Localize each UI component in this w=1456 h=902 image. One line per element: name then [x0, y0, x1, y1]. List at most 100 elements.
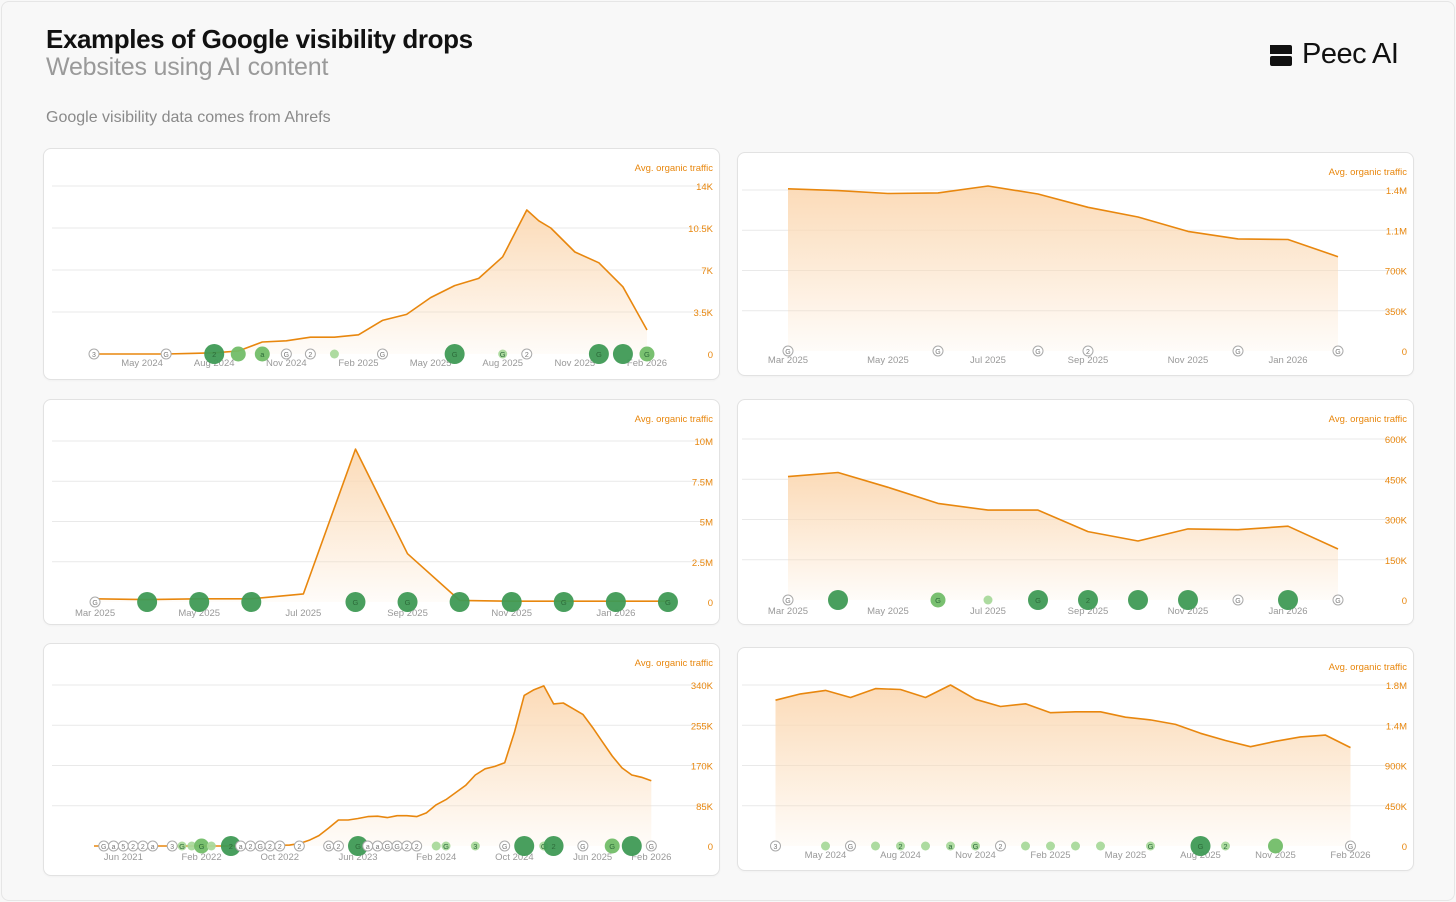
x-tick-label: Nov 2025: [1168, 355, 1209, 366]
update-badge-label: a: [366, 844, 370, 851]
y-tick-label: 0: [1402, 596, 1407, 607]
update-badge: [411, 840, 423, 852]
chart-card-1: 0 3.5K 7K 10.5K 14K Avg. organic traffic May 2…: [43, 148, 720, 380]
x-tick-label: Jul 2025: [285, 608, 321, 619]
update-bubble: [230, 346, 246, 362]
update-bubble: [177, 841, 187, 851]
update-badge: [332, 840, 344, 852]
update-badge: [293, 840, 305, 852]
update-badge-label: G: [1335, 598, 1340, 605]
update-badge-label: G: [380, 352, 385, 359]
update-badge: [1032, 345, 1044, 357]
update-bubble: [553, 592, 574, 612]
update-bubble: [612, 344, 633, 364]
update-bubble-label: G: [665, 598, 671, 607]
update-badge: [160, 348, 172, 360]
y-tick-label: 0: [1402, 347, 1407, 358]
update-bubble: [189, 592, 210, 612]
update-badge: [377, 348, 389, 360]
update-bubble: [345, 592, 366, 612]
update-bubble: [449, 592, 470, 612]
update-badge-label: 2: [336, 844, 340, 851]
x-tick-label: Feb 2026: [1330, 850, 1370, 861]
y-axis-title: Avg. organic traffic: [1329, 662, 1408, 673]
update-badge: [499, 840, 511, 852]
update-bubble: [1096, 841, 1105, 851]
chart-1: 0 3.5K 7K 10.5K 14K Avg. organic traffic May 2…: [52, 163, 714, 369]
x-tick-label: Feb 2025: [1030, 850, 1070, 861]
update-bubble: [1128, 590, 1148, 610]
update-bubble: [241, 592, 262, 612]
update-bubble: [1078, 590, 1098, 610]
update-bubble: [621, 836, 642, 856]
x-tick-label: Nov 2025: [491, 608, 532, 619]
update-badge: [89, 596, 101, 608]
x-tick-label: Jun 2021: [104, 852, 143, 863]
update-bubble: [921, 841, 930, 851]
page-subtitle: Websites using AI content: [46, 53, 329, 81]
x-tick-label: May 2025: [867, 606, 909, 617]
x-tick-label: Oct 2022: [260, 852, 299, 863]
x-tick-label: Nov 2024: [266, 358, 307, 369]
x-tick-label: Mar 2025: [75, 608, 115, 619]
chart-card-5: 0 85K 170K 255K 340K Avg. organic traffic Jun …: [43, 643, 720, 876]
update-bubble: [828, 590, 848, 610]
y-tick-label: 700K: [1385, 267, 1408, 278]
update-badge-label: G: [385, 844, 390, 851]
update-bubble-label: G: [452, 350, 458, 359]
x-tick-label: Nov 2025: [1255, 850, 1296, 861]
update-bubble: [470, 841, 480, 851]
update-bubble: [1268, 838, 1283, 854]
update-badge-label: a: [151, 844, 155, 851]
update-badge-label: G: [502, 844, 507, 851]
traffic-area: [94, 685, 652, 846]
update-bubble: [821, 841, 830, 851]
x-tick-label: Jul 2025: [970, 606, 1006, 617]
update-bubble: [329, 349, 339, 359]
update-badge: [521, 348, 533, 360]
y-axis-title: Avg. organic traffic: [1329, 414, 1408, 425]
update-bubble-label: G: [355, 842, 361, 851]
chart-3: 0 2.5M 5M 7.5M 10M Avg. organic traffic Mar 20…: [52, 414, 713, 619]
update-bubble: [194, 838, 210, 854]
update-bubble: [946, 841, 955, 851]
update-bubble: [1190, 836, 1211, 856]
traffic-area: [775, 685, 1351, 846]
traffic-area: [788, 472, 1338, 600]
update-badge-label: a: [239, 844, 243, 851]
update-badge-label: 2: [268, 844, 272, 851]
x-tick-label: May 2025: [410, 358, 452, 369]
source-note: Google visibility data comes from Ahrefs: [46, 109, 331, 126]
x-tick-label: Jan 2026: [596, 608, 635, 619]
update-badge: [280, 348, 292, 360]
chart-2: 0 350K 700K 1.1M 1.4M Avg. organic traffic Mar…: [742, 167, 1408, 366]
update-bubble: [1071, 841, 1080, 851]
update-bubble-label: 2: [898, 842, 902, 851]
y-tick-label: 7.5M: [692, 477, 713, 488]
update-badge: [577, 840, 589, 852]
update-bubble: [639, 346, 655, 362]
update-badge-label: 2: [308, 352, 312, 359]
update-bubble: [896, 841, 905, 851]
update-bubble-label: G: [596, 350, 602, 359]
y-tick-label: 1.1M: [1386, 226, 1407, 237]
update-bubble-label: G: [199, 842, 205, 851]
page-title: Examples of Google visibility drops: [46, 24, 473, 54]
y-tick-label: 0: [708, 842, 713, 853]
update-bubble: [514, 836, 535, 856]
update-badge-label: G: [1335, 349, 1340, 356]
update-bubble: [604, 838, 620, 854]
y-tick-label: 350K: [1385, 307, 1408, 318]
y-tick-label: 0: [1402, 842, 1407, 853]
update-badge-label: G: [92, 600, 97, 607]
update-bubble-label: G: [1148, 842, 1154, 851]
y-axis-title: Avg. organic traffic: [1329, 167, 1408, 178]
update-bubble-label: 2: [1223, 842, 1227, 851]
update-badge-label: 5: [121, 844, 125, 851]
update-bubble: [588, 344, 609, 364]
update-badge: [932, 345, 944, 357]
traffic-line: [787, 185, 1339, 258]
update-badge-label: G: [1035, 349, 1040, 356]
update-bubble-label: G: [405, 598, 411, 607]
update-bubble: [348, 836, 368, 856]
